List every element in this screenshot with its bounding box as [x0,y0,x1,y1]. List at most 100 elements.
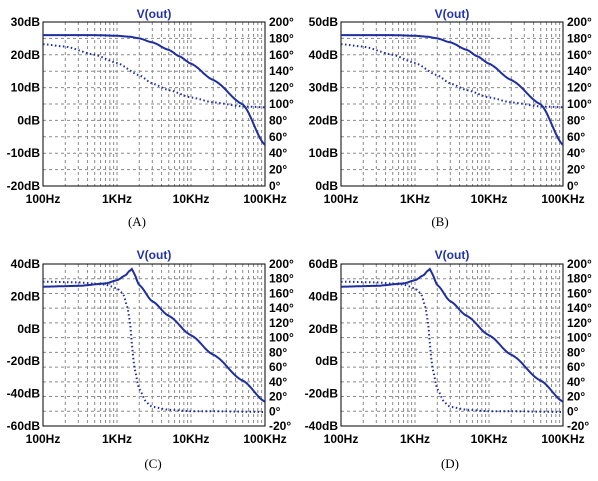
y-left-tick-label: -20dB [305,387,339,401]
chart-title: V(out) [435,248,470,262]
y-right-tick-label: 40° [269,146,287,160]
y-right-tick-label: 120° [567,81,592,95]
y-right-tick-label: 0° [567,179,579,193]
y-left-tick-label: 20dB [11,289,41,303]
x-tick-label: 100Hz [324,432,359,446]
y-right-tick-label: 120° [269,81,294,95]
y-right-tick-label: 140° [269,301,294,315]
magnitude-trace [43,34,265,146]
y-right-tick-label: 160° [269,48,294,62]
y-right-tick-label: 20° [567,390,585,404]
y-right-tick-label: 160° [567,48,592,62]
bode-panel: 60dB 40dB 20dB 0dB -20dB -40dB 200°180°160°140… [305,248,592,471]
phase-trace [43,280,265,413]
magnitude-trace [341,34,563,146]
x-tick-label: 100KHz [541,192,584,206]
y-right-tick-label: 120° [269,316,294,330]
phase-trace [341,280,563,413]
y-right-tick-label: 60° [269,360,287,374]
y-left-tick-label: 10dB [11,81,41,95]
panel-label: (A) [128,214,146,229]
chart-title: V(out) [435,7,470,21]
chart-title: V(out) [137,248,172,262]
y-left-tick-label: -20dB [7,179,41,193]
panel-label: (B) [431,214,448,229]
y-right-tick-label: 100° [269,97,294,111]
plot-frame [42,21,266,187]
y-right-tick-label: 200° [269,15,294,29]
y-right-tick-label: 140° [567,64,592,78]
bode-panel: 40dB 20dB 0dB -20dB -40dB -60dB 200°180°160°14… [7,248,294,471]
y-right-tick-label: 180° [567,31,592,45]
x-tick-label: 10KHz [173,192,210,206]
y-right-tick-label: 40° [269,375,287,389]
y-right-tick-label: 100° [567,97,592,111]
y-left-tick-label: 10dB [309,146,339,160]
x-tick-label: 100KHz [541,432,584,446]
y-right-tick-label: 180° [269,272,294,286]
x-tick-label: 100KHz [243,192,286,206]
y-left-tick-label: 50dB [309,15,339,29]
y-left-tick-label: 40dB [309,289,339,303]
y-left-tick-label: 0dB [17,322,40,336]
y-right-tick-label: 20° [567,163,585,177]
y-right-tick-label: 40° [567,146,585,160]
y-right-tick-label: 60° [567,360,585,374]
plot-frame [42,263,266,427]
y-right-tick-label: 200° [269,257,294,271]
y-right-tick-label: 160° [269,286,294,300]
y-left-tick-label: -10dB [7,146,41,160]
y-left-tick-label: 20dB [309,113,339,127]
x-tick-label: 10KHz [471,192,508,206]
y-right-tick-label: 140° [567,301,592,315]
y-right-tick-label: 80° [269,113,287,127]
y-left-tick-label: 0dB [315,179,338,193]
phase-trace [43,43,265,109]
y-left-tick-label: 20dB [309,322,339,336]
x-tick-label: 100Hz [26,432,61,446]
y-right-tick-label: 0° [567,404,579,418]
y-right-tick-label: 100° [269,331,294,345]
y-right-tick-label: 80° [269,345,287,359]
x-tick-label: 100Hz [324,192,359,206]
x-tick-label: 10KHz [471,432,508,446]
panel-label: (C) [144,456,161,471]
y-right-tick-label: 180° [269,31,294,45]
y-left-tick-label: 60dB [309,257,339,271]
x-tick-label: 1KHz [102,192,132,206]
y-right-tick-label: 60° [269,130,287,144]
y-left-tick-label: -60dB [7,419,41,433]
y-right-tick-label: 120° [567,316,592,330]
y-right-tick-label: 60° [567,130,585,144]
x-tick-label: 1KHz [102,432,132,446]
y-right-tick-label: 0° [269,179,281,193]
y-right-tick-label: -20° [269,419,291,433]
chart-title: V(out) [137,7,172,21]
y-left-tick-label: 30dB [309,81,339,95]
y-right-tick-label: 20° [269,163,287,177]
y-right-tick-label: 20° [269,390,287,404]
plot-frame [340,21,564,187]
magnitude-trace [43,267,265,403]
bode-panel: 50dB 40dB 30dB 20dB 10dB 0dB 200° 180° 160° 140° 1… [309,7,592,229]
y-right-tick-label: 160° [567,286,592,300]
y-left-tick-label: 40dB [309,48,339,62]
y-left-tick-label: 40dB [11,257,41,271]
phase-trace [341,43,563,109]
x-tick-label: 1KHz [400,192,430,206]
y-right-tick-label: 40° [567,375,585,389]
x-tick-label: 100Hz [26,192,61,206]
y-right-tick-label: 80° [567,345,585,359]
y-left-tick-label: 0dB [17,113,40,127]
panel-label: (D) [441,456,459,471]
x-tick-label: 100KHz [243,432,286,446]
y-left-tick-label: 30dB [11,15,41,29]
y-left-tick-label: 0dB [315,354,338,368]
magnitude-trace [341,267,563,403]
y-right-tick-label: 0° [269,404,281,418]
plot-frame [340,263,564,427]
bode-panel: 30dB 20dB 10dB 0dB -10dB -20dB 200° 180° 160° 140… [7,7,294,229]
y-right-tick-label: 100° [567,331,592,345]
y-right-tick-label: 140° [269,64,294,78]
